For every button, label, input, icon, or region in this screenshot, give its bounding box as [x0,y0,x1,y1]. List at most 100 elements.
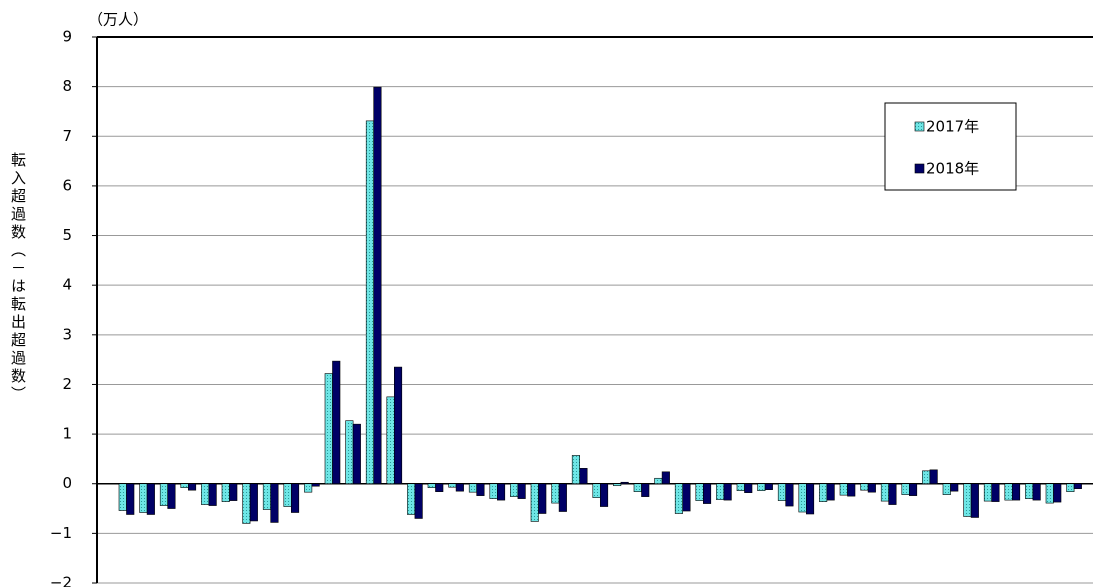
bar [716,483,725,500]
bar [517,483,526,499]
bar [159,483,168,506]
bar [126,483,135,515]
bar [592,483,601,498]
bar [1053,483,1062,503]
bar [839,483,848,496]
bar [1073,483,1082,489]
y-tick-label: 6 [62,176,72,194]
bar [819,483,828,502]
bar [880,483,890,502]
y-tick-label: 5 [62,226,72,244]
bar [414,483,423,519]
bar [345,420,354,485]
bar [654,477,663,485]
bar [476,483,485,496]
bar [530,483,539,522]
bar [867,483,876,493]
bar [538,483,547,514]
bar [620,481,629,485]
bar [373,86,382,485]
bar [489,483,498,499]
y-tick-label: 1 [62,425,72,443]
bar [922,470,931,485]
bar [468,483,478,493]
bar [304,483,313,493]
bar [118,483,127,511]
y-tick-label: 9 [62,28,72,46]
bar [435,483,444,492]
bar [826,483,835,501]
bar [785,483,794,507]
bar [229,483,238,501]
bar [249,483,258,522]
bar [283,483,292,507]
bar [510,483,519,497]
bar [764,483,773,490]
y-tick-label: 0 [62,474,72,492]
bar [757,483,766,491]
bar [579,468,588,485]
legend-box [884,102,1017,191]
bar [888,483,897,505]
y-tick-label: 8 [62,77,72,95]
bar [208,483,217,506]
bar [139,483,148,513]
legend-label: 2018年 [926,160,979,178]
bar [1066,483,1075,492]
bar [551,483,560,504]
legend-swatch [914,121,925,132]
y-tick-label: 7 [62,127,72,145]
bar [311,483,320,487]
bar [641,483,650,497]
bar [242,483,251,524]
bar [332,360,341,485]
bar [496,483,506,501]
legend-swatch [914,163,925,174]
bar [558,483,567,512]
bar [1045,483,1054,504]
bar [167,483,176,509]
bar [1025,483,1034,499]
bar [929,469,938,485]
bar [661,471,670,485]
y-tick-label: −2 [50,574,72,587]
bar [1032,483,1041,501]
bar [613,483,622,487]
bar [633,483,642,492]
bar [695,483,704,501]
bar [901,483,910,495]
legend-label: 2017年 [926,118,979,136]
bar [963,483,972,517]
bar [798,483,807,513]
bar [991,483,1000,502]
bar [702,483,712,504]
bar [970,483,979,518]
bar [1011,483,1021,501]
bar [324,373,333,485]
y-tick-label: 4 [62,276,72,294]
y-tick-label: 3 [62,325,72,343]
bar [262,483,272,510]
bar [427,483,436,488]
bar [455,483,464,492]
bar [365,120,375,485]
unit-label: （万人） [88,11,148,29]
bar [180,483,189,488]
bar [908,483,918,496]
bar [674,483,684,514]
bar [290,483,300,513]
bar [805,483,815,515]
bar [386,396,395,485]
bar [448,483,457,488]
bar [352,423,361,485]
bar [270,483,279,523]
bar [1004,483,1013,501]
bar [723,483,732,501]
bar [736,483,745,491]
bar [860,483,869,491]
y-tick-label: 2 [62,375,72,393]
bar [221,483,230,502]
bar [571,455,581,485]
